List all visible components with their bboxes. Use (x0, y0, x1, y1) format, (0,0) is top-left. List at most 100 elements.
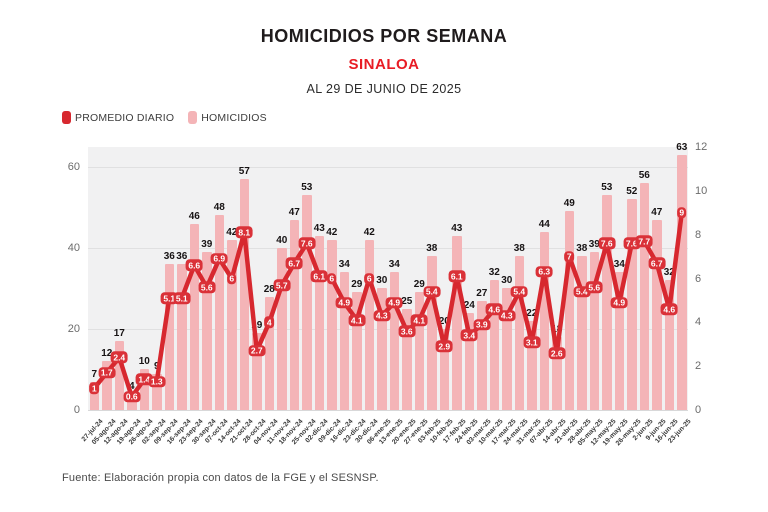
avg-value-pill: 7.6 (598, 237, 616, 250)
bar (139, 369, 149, 410)
bar (677, 154, 687, 410)
bar (664, 280, 674, 410)
bar-value-label: 53 (301, 182, 313, 194)
avg-value-pill: 3.9 (473, 318, 491, 331)
avg-value-pill: 7.7 (635, 235, 653, 247)
bar (464, 312, 474, 410)
bar (439, 328, 449, 410)
bar (202, 251, 212, 410)
y-axis-left-label: 60 (67, 160, 80, 173)
bar (577, 256, 587, 410)
avg-value-pill: 7.6 (623, 237, 641, 250)
y-axis-right-label: 2 (695, 360, 702, 373)
bar-value-label: 22 (526, 307, 538, 319)
bar (452, 235, 462, 410)
bar (527, 320, 537, 410)
bar-value-label: 52 (626, 186, 638, 198)
bar-value-label: 42 (326, 226, 338, 238)
y-axis-right-label: 6 (695, 272, 702, 285)
avg-value-pill: 3.4 (460, 329, 478, 342)
bar-value-label: 63 (676, 141, 688, 153)
bar (214, 215, 224, 410)
bar-value-label: 47 (288, 206, 300, 218)
bar (639, 183, 649, 410)
gridline (88, 166, 688, 168)
bar-value-label: 56 (638, 170, 650, 182)
bar-value-label: 34 (338, 259, 350, 271)
bar-value-label: 27 (476, 287, 488, 299)
avg-value-pill: 2.9 (435, 340, 453, 353)
avg-value-pill: 6.1 (448, 270, 466, 283)
bar (414, 292, 424, 410)
avg-value-pill: 6 (226, 272, 237, 285)
avg-value-pill: 6 (326, 272, 337, 285)
bar-value-label: 38 (576, 243, 588, 254)
chart-subtitle: SINALOA (348, 56, 420, 73)
bar (402, 308, 412, 410)
bar-value-label: 42 (363, 226, 375, 238)
bar (227, 239, 237, 410)
avg-value-pill: 5.4 (423, 285, 441, 298)
y-axis-left-label: 20 (67, 322, 80, 335)
avg-value-pill: 5.1 (173, 292, 191, 304)
bar (364, 239, 374, 410)
bar-value-label: 43 (451, 222, 463, 234)
chart-title: HOMICIDIOS POR SEMANA (260, 26, 508, 46)
bar (514, 256, 524, 410)
bar (427, 256, 437, 410)
legend: PROMEDIO DIARIO HOMICIDIOS (62, 111, 267, 124)
avg-value-pill: 4.9 (610, 296, 628, 309)
bar-value-label: 30 (501, 275, 513, 287)
chart-dateline: AL 29 DE JUNIO DE 2025 (306, 82, 462, 96)
bar (164, 264, 174, 410)
avg-value-pill: 4.3 (373, 310, 391, 322)
legend-label-homicidios: HOMICIDIOS (201, 111, 267, 124)
y-axis-left-label: 0 (73, 404, 80, 416)
bar (264, 296, 274, 410)
y-axis-right-label: 12 (695, 141, 708, 153)
bar-value-label: 49 (563, 198, 575, 210)
avg-value-pill: 5.1 (160, 292, 178, 304)
avg-value-pill: 5.7 (273, 279, 291, 291)
bar-value-label: 32 (488, 267, 500, 279)
avg-value-pill: 6.1 (310, 270, 328, 283)
avg-value-pill: 4.1 (410, 314, 428, 326)
bar (389, 272, 399, 410)
bar-value-label: 39 (588, 238, 600, 250)
bar-value-label: 18 (551, 324, 563, 336)
bar (502, 288, 512, 410)
bar-value-label: 42 (226, 226, 238, 238)
bar-value-label: 38 (426, 243, 438, 254)
legend-item-promedio-diario: PROMEDIO DIARIO (62, 111, 174, 124)
avg-value-pill: 6.7 (285, 257, 303, 269)
gridline (88, 328, 688, 330)
y-axis-right-label: 8 (695, 228, 702, 241)
avg-value-pill: 2.7 (248, 345, 266, 357)
avg-value-pill: 4.9 (385, 296, 403, 309)
bar-value-label: 9 (153, 360, 160, 372)
avg-line (92, 210, 685, 400)
avg-value-pill: 4.9 (335, 296, 353, 309)
avg-value-pill: 1 (89, 382, 100, 394)
avg-value-pill: 3.6 (398, 325, 416, 337)
bar (89, 381, 99, 410)
bar-value-label: 30 (376, 275, 388, 287)
bar (352, 292, 362, 410)
bar-value-label: 29 (351, 279, 363, 291)
bar (327, 239, 337, 410)
bar-value-label: 34 (613, 259, 625, 271)
bar-value-label: 20 (438, 315, 450, 327)
bar-value-label: 32 (663, 267, 675, 279)
bar (102, 361, 112, 410)
avg-value-pill: 7.6 (298, 237, 316, 250)
bar (589, 251, 599, 410)
bar-value-label: 28 (263, 283, 275, 295)
bar (614, 272, 624, 410)
avg-value-pill: 4.6 (660, 303, 678, 315)
bar-value-label: 17 (113, 328, 125, 340)
bar-value-label: 44 (538, 218, 550, 230)
bar-value-label: 48 (213, 202, 225, 214)
bar-value-label: 7 (91, 368, 98, 380)
legend-label-promedio: PROMEDIO DIARIO (75, 111, 175, 124)
